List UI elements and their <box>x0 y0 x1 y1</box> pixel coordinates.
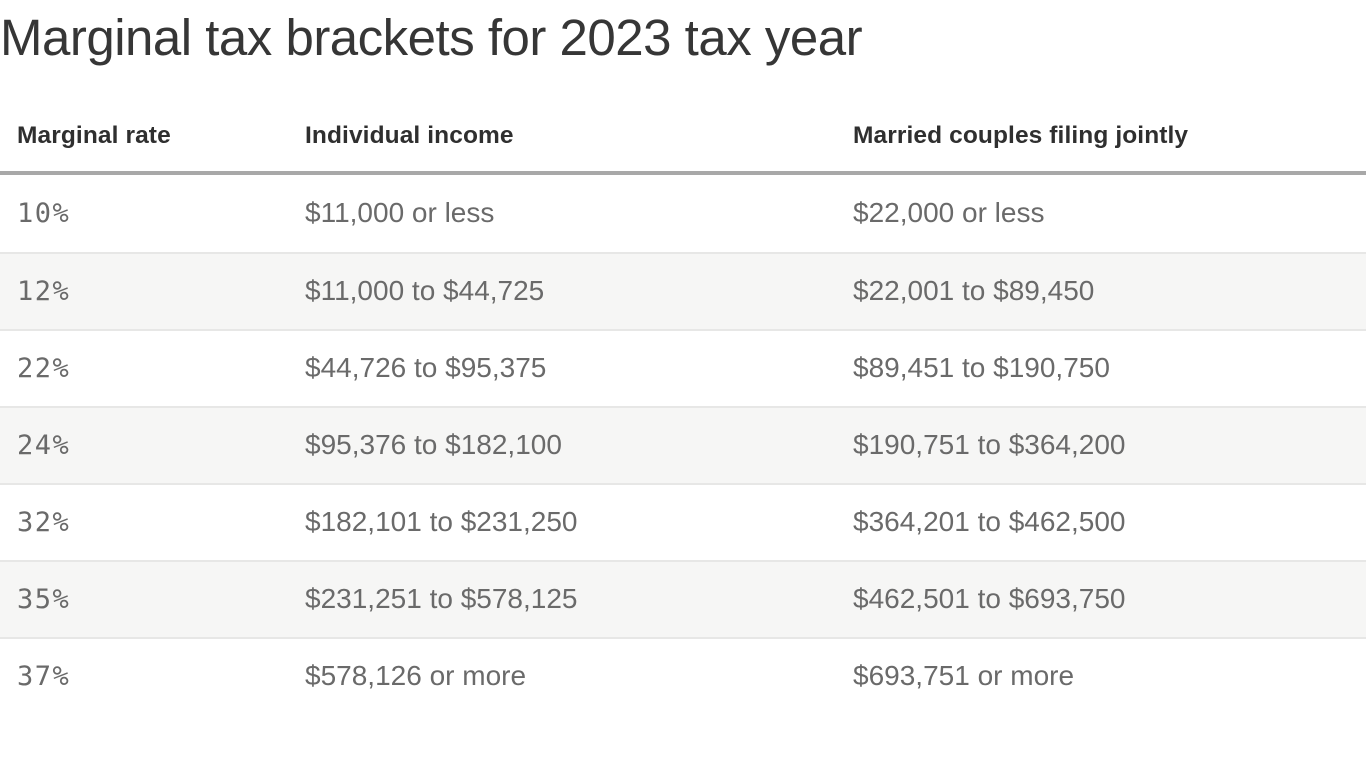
cell-individual-income: $231,251 to $578,125 <box>305 583 578 615</box>
table-row: 37% $578,126 or more $693,751 or more <box>0 636 1366 714</box>
column-header-individual-income: Individual income <box>305 121 514 149</box>
table-header-row: Marginal rate Individual income Married … <box>0 122 1366 150</box>
cell-marginal-rate: 32% <box>17 506 71 538</box>
cell-individual-income: $11,000 to $44,725 <box>305 275 545 307</box>
cell-marginal-rate: 37% <box>17 660 71 692</box>
cell-marginal-rate: 24% <box>17 429 71 461</box>
table-row: 10% $11,000 or less $22,000 or less <box>0 175 1366 252</box>
column-header-marginal-rate: Marginal rate <box>17 121 171 149</box>
cell-individual-income: $44,726 to $95,375 <box>305 352 547 384</box>
column-header-married-jointly: Married couples filing jointly <box>853 121 1189 149</box>
table-row: 24% $95,376 to $182,100 $190,751 to $364… <box>0 405 1366 483</box>
cell-marginal-rate: 35% <box>17 583 71 615</box>
cell-individual-income: $95,376 to $182,100 <box>305 429 562 461</box>
cell-married-jointly: $364,201 to $462,500 <box>853 506 1126 538</box>
tax-brackets-table: 10% $11,000 or less $22,000 or less 12% … <box>0 175 1366 714</box>
cell-marginal-rate: 10% <box>17 197 71 229</box>
table-row: 32% $182,101 to $231,250 $364,201 to $46… <box>0 482 1366 560</box>
cell-married-jointly: $190,751 to $364,200 <box>853 429 1126 461</box>
cell-individual-income: $578,126 or more <box>305 660 527 692</box>
cell-individual-income: $11,000 or less <box>305 197 495 229</box>
header-rule <box>0 170 1366 175</box>
cell-married-jointly: $693,751 or more <box>853 660 1075 692</box>
cell-married-jointly: $22,000 or less <box>853 197 1045 229</box>
cell-marginal-rate: 22% <box>17 352 71 384</box>
cell-married-jointly: $89,451 to $190,750 <box>853 352 1110 384</box>
table-row: 35% $231,251 to $578,125 $462,501 to $69… <box>0 559 1366 637</box>
page-title: Marginal tax brackets for 2023 tax year <box>0 9 863 66</box>
cell-individual-income: $182,101 to $231,250 <box>305 506 578 538</box>
table-row: 12% $11,000 to $44,725 $22,001 to $89,45… <box>0 251 1366 329</box>
cell-married-jointly: $22,001 to $89,450 <box>853 275 1095 307</box>
cell-marginal-rate: 12% <box>17 275 71 307</box>
table-row: 22% $44,726 to $95,375 $89,451 to $190,7… <box>0 328 1366 406</box>
cell-married-jointly: $462,501 to $693,750 <box>853 583 1126 615</box>
